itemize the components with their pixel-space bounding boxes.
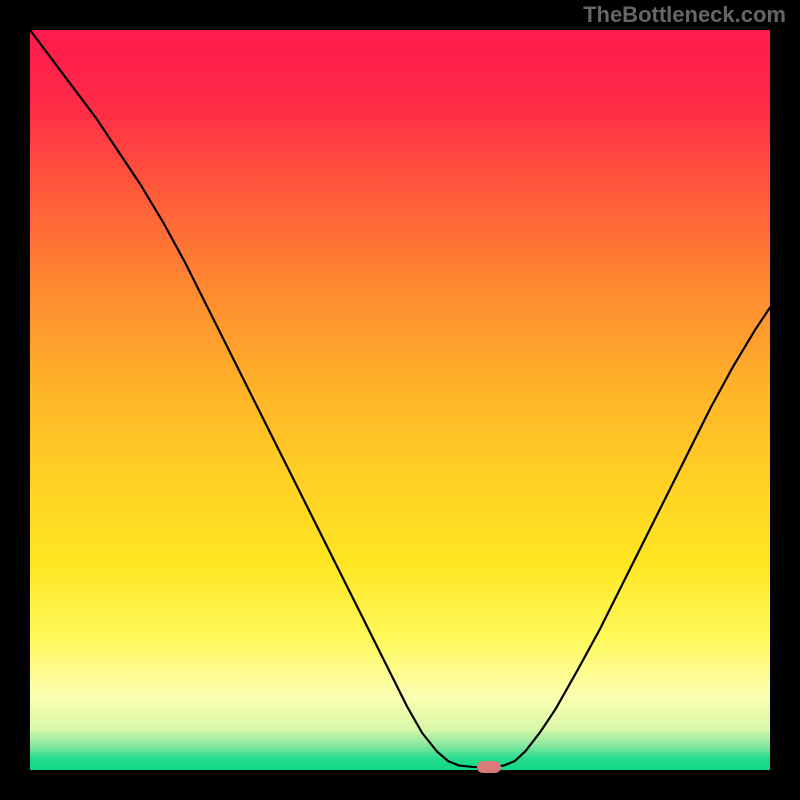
optimum-marker [477, 761, 501, 773]
chart-outer-frame: TheBottleneck.com [0, 0, 800, 800]
plot-area [30, 30, 770, 770]
gradient-background [30, 30, 770, 770]
watermark-text: TheBottleneck.com [583, 2, 786, 28]
